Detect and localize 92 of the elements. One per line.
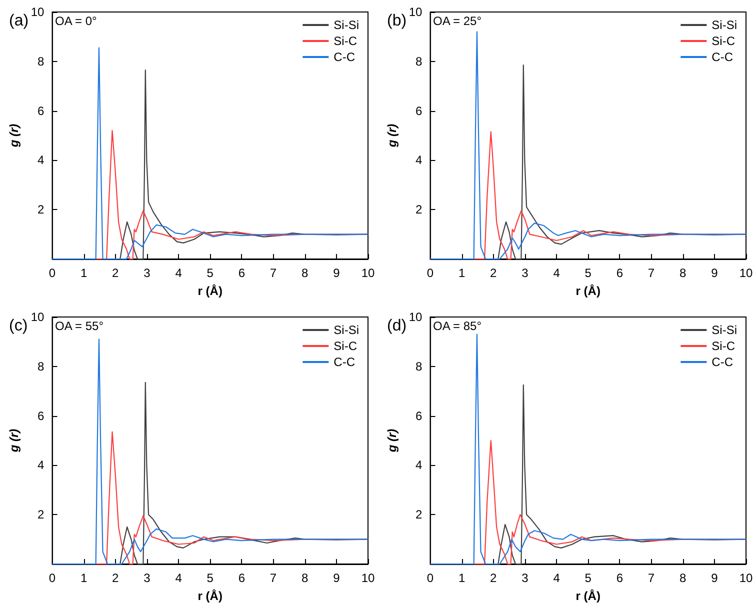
x-tick-label: 5 [584,571,592,585]
x-tick-label: 0 [48,266,56,280]
x-tick-label: 6 [238,266,246,280]
y-tick-label: 8 [416,359,423,374]
y-tick-label: 4 [38,153,45,168]
x-tick-label: 4 [553,266,560,280]
chart-title: (c) [9,318,28,334]
x-tick-label: 0 [48,571,56,585]
y-tick-label: 6 [416,104,423,118]
x-tick-label: 8 [302,571,309,585]
x-tick-label: 8 [680,266,687,280]
legend-label: Si-Si [334,18,360,32]
y-tick-label: 10 [30,310,45,324]
legend-label: C-C [334,355,356,369]
y-tick-label: 6 [416,408,423,423]
chart-title: (b) [387,12,407,30]
x-tick-label: 7 [648,571,655,585]
y-axis-title: g (r) [7,428,21,454]
x-tick-label: 8 [680,571,687,585]
x-tick-label: 7 [270,266,277,280]
legend-label: Si-Si [334,323,360,337]
y-tick-label: 10 [408,5,423,19]
x-tick-label: 10 [361,266,375,280]
annotation: OA = 85° [433,319,482,333]
x-tick-label: 9 [711,571,718,585]
x-tick-label: 0 [426,266,434,280]
x-tick-label: 5 [584,266,592,280]
chart-title: (a) [9,12,29,30]
y-tick-label: 10 [408,310,423,324]
x-tick-label: 9 [711,266,718,280]
legend-label: C-C [712,50,734,64]
x-tick-label: 2 [490,266,498,280]
x-tick-label: 2 [112,266,120,280]
x-tick-label: 4 [553,571,560,585]
x-tick-label: 1 [80,571,88,585]
x-tick-label: 2 [112,571,120,585]
x-tick-label: 0 [426,571,434,585]
x-tick-label: 10 [361,571,375,585]
annotation: OA = 55° [55,319,104,333]
x-tick-label: 1 [458,266,466,280]
y-tick-label: 4 [38,458,45,472]
x-tick-label: 3 [144,266,151,280]
x-axis-title: r (Å) [576,284,600,298]
x-tick-label: 6 [238,571,246,585]
x-tick-label: 9 [333,266,340,280]
legend-label: Si-C [334,339,358,353]
y-tick-label: 8 [38,54,45,68]
x-tick-label: 10 [739,571,753,585]
y-axis-title: g (r) [7,124,21,148]
x-tick-label: 2 [490,571,498,585]
legend-label: Si-Si [712,323,738,337]
y-axis-title: g (r) [385,124,399,148]
chart-title: (d) [387,318,407,334]
x-tick-label: 6 [616,571,624,585]
y-tick-label: 2 [38,202,45,217]
x-axis-title: r (Å) [198,284,222,298]
y-tick-label: 8 [416,54,423,68]
y-tick-label: 10 [30,5,45,19]
legend-label: C-C [712,355,734,369]
x-tick-label: 3 [522,571,529,585]
legend-label: Si-C [334,34,358,48]
y-tick-label: 2 [416,202,423,217]
y-tick-label: 4 [416,153,423,168]
y-tick-label: 4 [416,458,423,472]
y-tick-label: 8 [38,359,45,374]
x-tick-label: 4 [175,571,182,585]
y-tick-label: 2 [38,508,45,522]
x-axis-title: r (Å) [198,589,222,603]
legend-label: Si-C [712,34,736,48]
x-tick-label: 9 [333,571,340,585]
y-tick-label: 6 [38,408,45,423]
legend-label: Si-Si [712,18,738,32]
legend-label: Si-C [712,339,736,353]
x-tick-label: 3 [522,266,529,280]
x-tick-label: 8 [302,266,309,280]
x-tick-label: 1 [80,266,88,280]
y-tick-label: 2 [416,508,423,522]
y-tick-label: 6 [38,104,45,118]
y-axis-title: g (r) [385,428,399,454]
x-tick-label: 5 [206,571,214,585]
x-tick-label: 5 [206,266,214,280]
x-tick-label: 10 [739,266,753,280]
annotation: OA = 0° [55,14,98,28]
x-tick-label: 7 [270,571,277,585]
x-tick-label: 4 [175,266,182,280]
x-tick-label: 7 [648,266,655,280]
legend-label: C-C [334,50,356,64]
annotation: OA = 25° [433,14,482,28]
x-axis-title: r (Å) [576,589,600,603]
x-tick-label: 6 [616,266,624,280]
x-tick-label: 3 [144,571,151,585]
x-tick-label: 1 [458,571,466,585]
